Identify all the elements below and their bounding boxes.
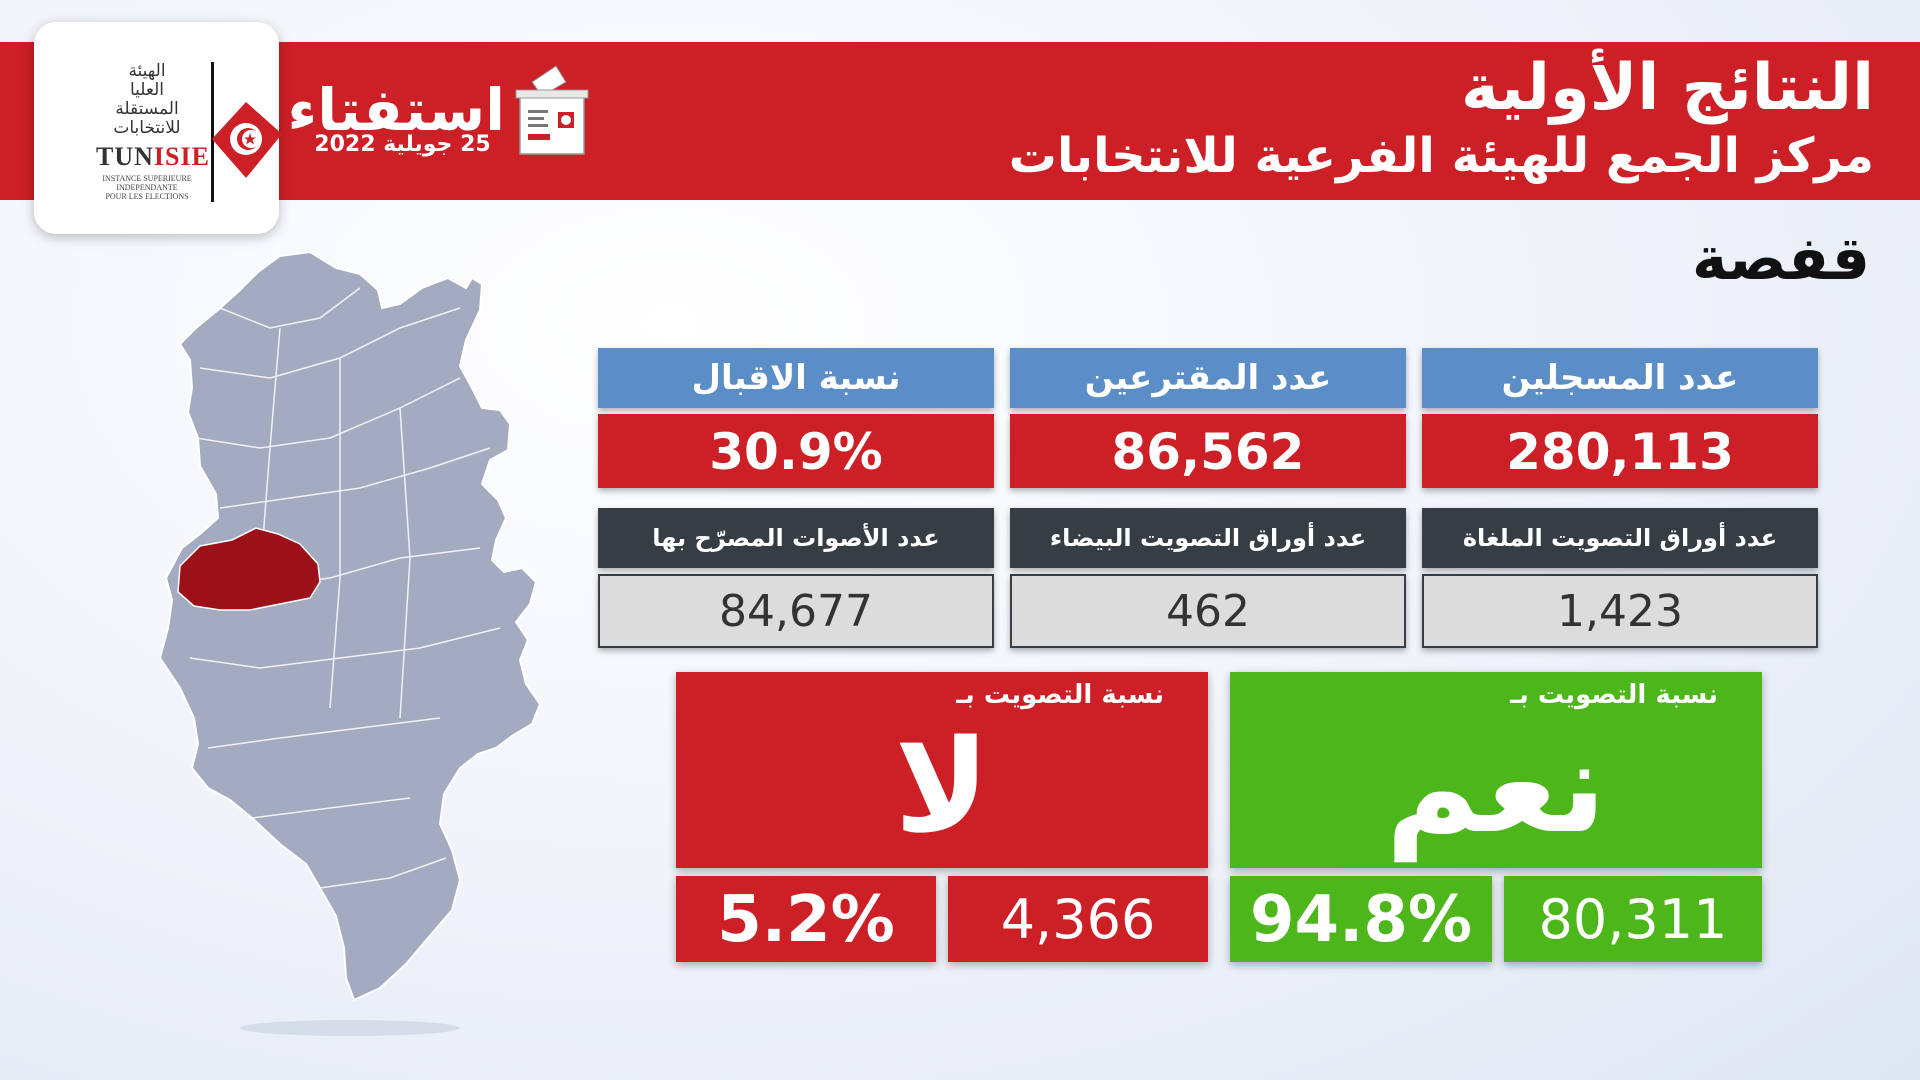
tunisia-flag-icon	[212, 102, 282, 178]
logo-french-text: INSTANCE SUPERIEURE INDEPENDANTE POUR LE…	[92, 174, 202, 201]
yes-vote-percent: 94.8%	[1230, 876, 1492, 962]
cancelled-header: عدد أوراق التصويت الملغاة	[1422, 508, 1818, 568]
no-vote-word: لا	[894, 713, 990, 862]
logo-line-2: العليا	[129, 80, 165, 100]
logo-acronym: TUNISIE	[96, 142, 210, 172]
logo-acronym-suffix: ISIE	[153, 142, 210, 171]
yes-vote-box: نسبة التصويت بـ نعم	[1230, 672, 1762, 868]
referendum-date: 25 جويلية 2022	[314, 132, 491, 157]
registered-value: 280,113	[1422, 414, 1818, 488]
logo-fr-line-3: POUR LES ELECTIONS	[105, 192, 189, 201]
declared-header: عدد الأصوات المصرّح بها	[598, 508, 994, 568]
ballot-box-icon	[515, 65, 589, 155]
isie-logo-card: الهيئة العليا المستقلة للانتخابات TUNISI…	[34, 22, 282, 234]
yes-vote-count: 80,311	[1504, 876, 1762, 962]
yes-vote-word: نعم	[1385, 713, 1607, 862]
referendum-title: استفتاء	[287, 76, 505, 144]
voters-header: عدد المقترعين	[1010, 348, 1406, 408]
blank-header: عدد أوراق التصويت البيضاء	[1010, 508, 1406, 568]
voters-value: 86,562	[1010, 414, 1406, 488]
turnout-value: 30.9%	[598, 414, 994, 488]
no-vote-percent: 5.2%	[676, 876, 936, 962]
tunisia-map-icon	[160, 250, 540, 1036]
logo-arabic-text: الهيئة العليا المستقلة للانتخابات	[92, 62, 202, 138]
header-banner	[0, 42, 1920, 200]
declared-value: 84,677	[598, 574, 994, 648]
yes-vote-caption: نسبة التصويت بـ	[1510, 680, 1718, 710]
cancelled-value: 1,423	[1422, 574, 1818, 648]
logo-line-3: المستقلة	[115, 99, 179, 119]
turnout-header: نسبة الاقبال	[598, 348, 994, 408]
no-vote-caption: نسبة التصويت بـ	[956, 680, 1164, 710]
no-vote-count: 4,366	[948, 876, 1208, 962]
logo-divider	[211, 62, 214, 202]
logo-line-4: للانتخابات	[113, 118, 181, 138]
page-subtitle: مركز الجمع للهيئة الفرعية للانتخابات	[1008, 128, 1874, 184]
no-vote-box: نسبة التصويت بـ لا	[676, 672, 1208, 868]
logo-acronym-prefix: TUN	[96, 142, 154, 171]
logo-fr-line-1: INSTANCE SUPERIEURE	[102, 174, 192, 183]
blank-value: 462	[1010, 574, 1406, 648]
logo-line-1: الهيئة	[128, 61, 166, 81]
region-name: قفصة	[1692, 224, 1870, 294]
page-title: النتائج الأولية	[1460, 51, 1874, 125]
logo-fr-line-2: INDEPENDANTE	[116, 183, 178, 192]
registered-header: عدد المسجلين	[1422, 348, 1818, 408]
